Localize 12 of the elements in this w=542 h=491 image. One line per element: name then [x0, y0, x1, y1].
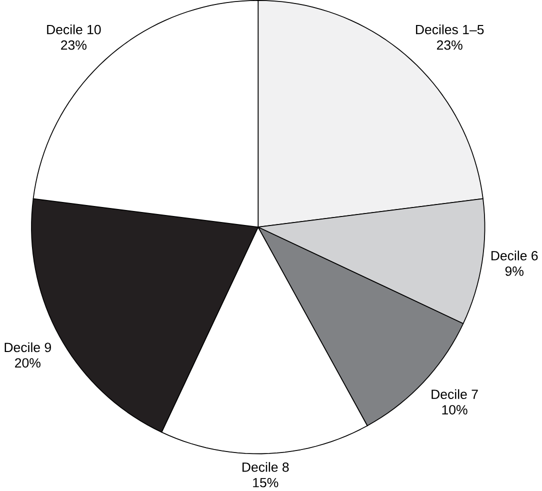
data-label: 20% — [15, 358, 40, 368]
data-label: 23% — [61, 40, 86, 50]
slice-label: Decile 10 — [47, 24, 101, 34]
data-label: 15% — [253, 478, 278, 488]
slice-label: Deciles 1–5 — [416, 24, 484, 34]
slice-label: Decile 9 — [4, 342, 51, 352]
slice-label: Decile 7 — [432, 389, 478, 400]
slice-label: Decile 6 — [491, 250, 538, 260]
data-label: 10% — [442, 405, 468, 414]
data-label: 23% — [436, 40, 462, 50]
slice-label: Decile 8 — [242, 462, 289, 472]
data-label: 9% — [505, 266, 524, 276]
